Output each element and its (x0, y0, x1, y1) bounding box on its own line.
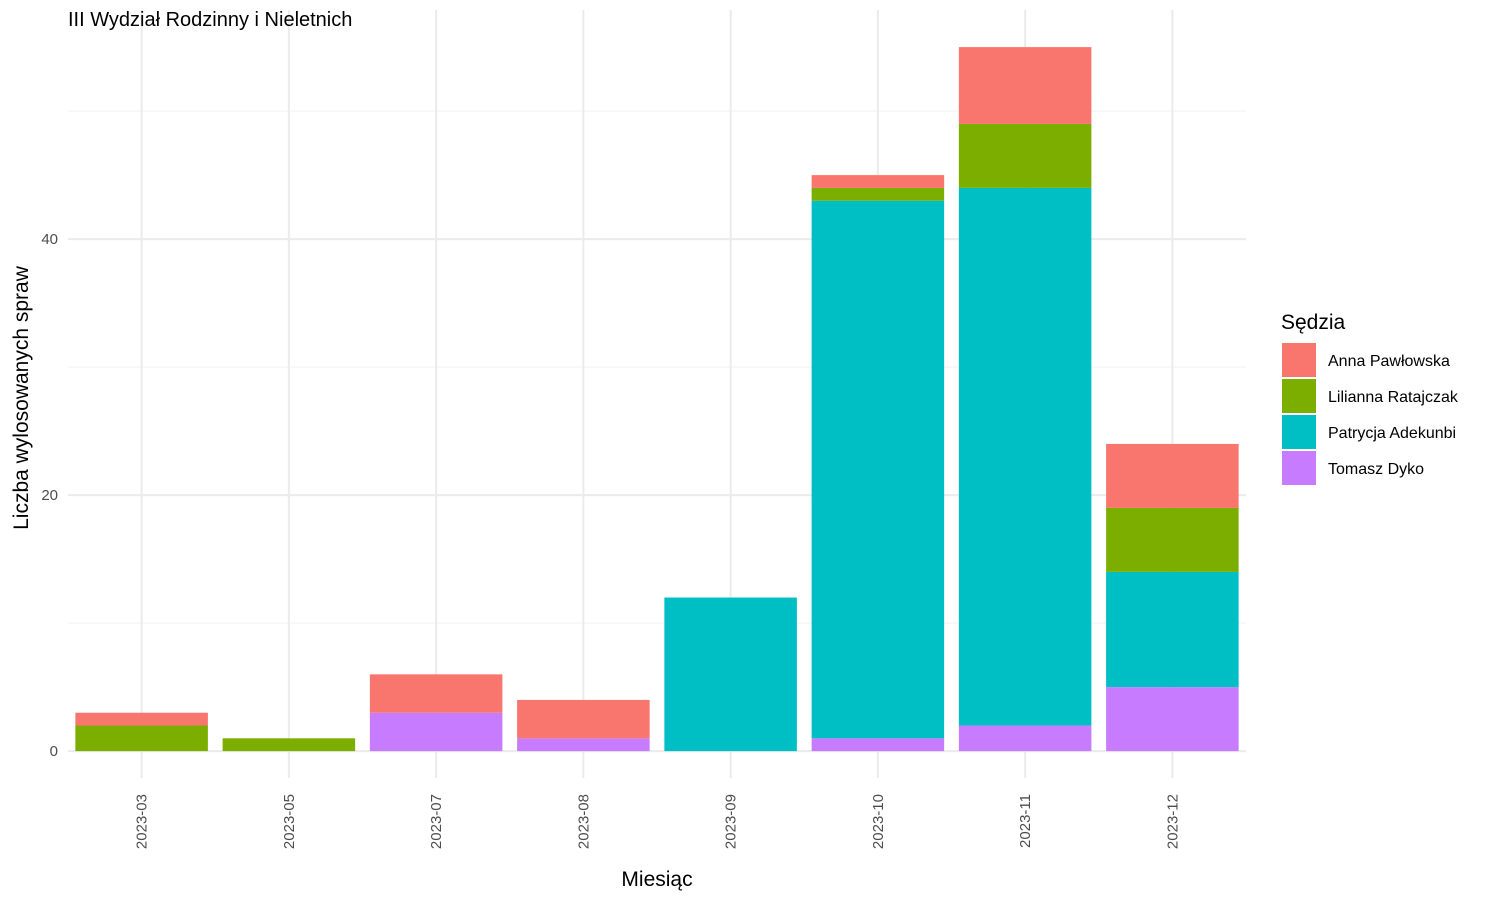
y-axis-ticks: 0 20 40 (41, 231, 58, 760)
legend-key (1282, 343, 1316, 377)
y-tick-label: 40 (41, 231, 58, 248)
bar-segment (75, 725, 208, 752)
bar-segment (811, 738, 945, 752)
bar-segment (958, 47, 1092, 124)
y-tick-label: 20 (41, 487, 58, 504)
bar-segment (958, 187, 1092, 726)
bar-segment (222, 738, 356, 752)
y-axis-title: Liczba wylosowanych spraw (10, 265, 33, 530)
bar-segment (369, 674, 503, 713)
x-tick-label: 2023-08 (575, 794, 592, 849)
legend-key (1282, 379, 1316, 413)
legend: Sędzia Anna Pawłowska Lilianna Ratajczak P… (1281, 311, 1459, 485)
legend-label: Lilianna Ratajczak (1328, 389, 1459, 406)
bars (75, 47, 1239, 752)
bar-segment (1106, 507, 1239, 572)
bar-segment (1106, 443, 1239, 508)
bar-segment (369, 712, 503, 752)
legend-key (1282, 451, 1316, 485)
y-tick-label: 0 (50, 743, 58, 760)
bar-segment (1106, 687, 1239, 752)
bar-segment (75, 712, 208, 726)
x-tick-label: 2023-12 (1164, 794, 1181, 849)
bar-segment (1106, 571, 1239, 688)
bar-segment (664, 597, 797, 752)
legend-title: Sędzia (1281, 311, 1346, 334)
x-tick-label: 2023-03 (134, 794, 151, 849)
legend-label: Anna Pawłowska (1328, 353, 1450, 370)
chart-title: III Wydział Rodzinny i Nieletnich (68, 9, 352, 31)
bar-segment (517, 699, 650, 739)
x-tick-label: 2023-09 (723, 794, 740, 849)
x-axis-title: Miesiąc (621, 868, 692, 891)
bar-segment (811, 175, 945, 188)
x-tick-label: 2023-07 (428, 794, 445, 849)
x-tick-label: 2023-05 (281, 794, 298, 849)
legend-label: Tomasz Dyko (1328, 461, 1424, 478)
x-tick-label: 2023-10 (870, 794, 887, 849)
bar-segment (517, 738, 650, 752)
legend-label: Patrycja Adekunbi (1328, 425, 1456, 442)
x-tick-label: 2023-11 (1017, 794, 1034, 848)
bar-segment (958, 725, 1092, 752)
bar-segment (958, 123, 1092, 188)
x-axis-ticks: 2023-03 2023-05 2023-07 2023-08 2023-09 2023-… (134, 794, 1182, 849)
bar-segment (811, 200, 945, 739)
bar-segment (811, 187, 945, 201)
legend-key (1282, 415, 1316, 449)
